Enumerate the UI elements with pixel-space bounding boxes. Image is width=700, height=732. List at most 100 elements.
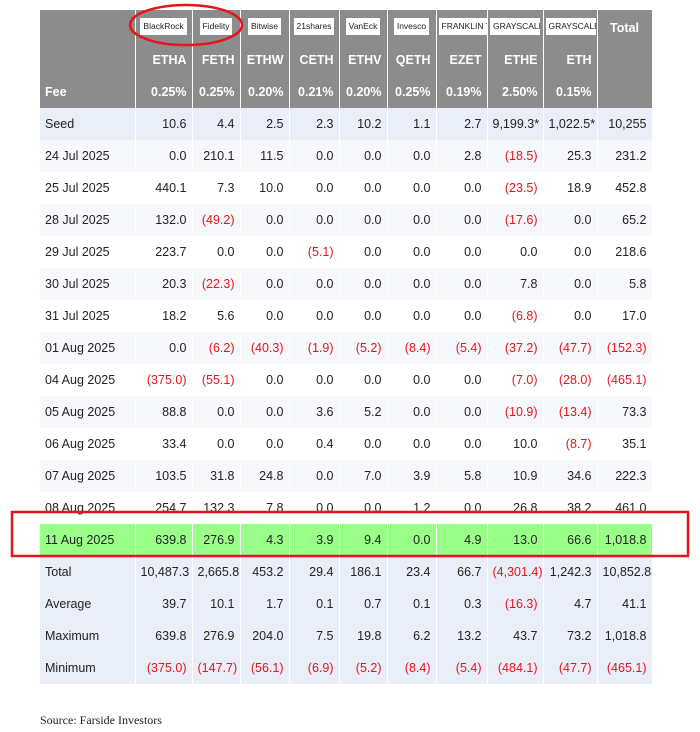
flow-value: 0.0	[289, 492, 340, 524]
flow-value: 0.0	[289, 172, 340, 204]
flow-value: 103.5	[135, 460, 193, 492]
flow-value: 210.1	[192, 140, 241, 172]
logo-cell: GRAYSCALE	[543, 10, 598, 45]
flow-value: 2.7	[436, 108, 488, 140]
flow-value: 33.4	[135, 428, 193, 460]
flow-value: 3.9	[289, 524, 340, 556]
flow-value: 0.0	[436, 204, 488, 236]
row-label: 25 Jul 2025	[40, 172, 136, 204]
data-row: 25 Jul 2025 440.1 7.3 10.0 0.0 0.0 0.0 0.0 (23.5…	[40, 172, 653, 204]
flow-value: 7.0	[339, 460, 388, 492]
row-label: 06 Aug 2025	[40, 428, 136, 460]
row-label: 05 Aug 2025	[40, 396, 136, 428]
data-row: 29 Jul 2025 223.7 0.0 0.0 (5.1) 0.0 0.0 0.0 0.0 0…	[40, 236, 653, 268]
flow-value: 29.4	[289, 556, 340, 588]
flow-value: (465.1)	[597, 652, 653, 684]
data-row: 05 Aug 2025 88.8 0.0 0.0 3.6 5.2 0.0 0.0 (10.9)(…	[40, 396, 653, 428]
flow-value: 10.1	[192, 588, 241, 620]
data-row: 28 Jul 2025 132.0 (49.2) 0.0 0.0 0.0 0.0 0.0 (17…	[40, 204, 653, 236]
flow-value: 5.8	[436, 460, 488, 492]
flow-value: 4.4	[192, 108, 241, 140]
logo-cell: GRAYSCALE	[487, 10, 544, 45]
flow-value: (47.7)	[543, 332, 598, 364]
issuer-logo: Invesco	[393, 17, 430, 35]
flow-value: 0.0	[192, 428, 241, 460]
data-row: Maximum 639.8 276.9 204.0 7.5 19.8 6.2 13.2 43.7…	[40, 620, 653, 652]
flow-value: 132.0	[135, 204, 193, 236]
ticker: EZET	[436, 45, 488, 75]
flow-value: 0.0	[240, 268, 290, 300]
total-header: Total	[610, 20, 639, 35]
fee-value: 0.21%	[289, 75, 340, 108]
data-row: 06 Aug 2025 33.4 0.0 0.0 0.4 0.0 0.0 0.0 10.0 (8.…	[40, 428, 653, 460]
issuer-logo: Fidelity	[199, 17, 233, 35]
flow-value: 222.3	[597, 460, 653, 492]
flow-value: 10.2	[339, 108, 388, 140]
issuer-logo: FRANKLIN TEMPLETON	[438, 17, 486, 35]
flow-value: 132.3	[192, 492, 241, 524]
flow-value: (5.2)	[339, 652, 388, 684]
flow-value: 11.5	[240, 140, 290, 172]
flow-value: 4.3	[240, 524, 290, 556]
data-row: 07 Aug 2025 103.5 31.8 24.8 0.0 7.0 3.9 5.8 10.9…	[40, 460, 653, 492]
flow-value: 88.8	[135, 396, 193, 428]
flow-value: 461.0	[597, 492, 653, 524]
flow-value: (7.0)	[487, 364, 544, 396]
flow-value: 0.0	[387, 236, 437, 268]
flow-value: 20.3	[135, 268, 193, 300]
flow-value: 1.1	[387, 108, 437, 140]
flow-value: (8.4)	[387, 332, 437, 364]
flow-value: 26.8	[487, 492, 544, 524]
flow-value: 639.8	[135, 524, 193, 556]
flow-value: 18.9	[543, 172, 598, 204]
logo-cell: Invesco	[387, 10, 437, 45]
flow-value: 0.0	[339, 428, 388, 460]
flow-value: 6.2	[387, 620, 437, 652]
data-row: Total 10,487.3 2,665.8 453.2 29.4 186.1 23.4 66…	[40, 556, 653, 588]
flow-value: 0.0	[339, 204, 388, 236]
blank-cell	[40, 45, 136, 75]
fee-label: Fee	[40, 75, 136, 108]
flow-value: 0.0	[339, 140, 388, 172]
fee-value: 0.19%	[436, 75, 488, 108]
data-row: Minimum (375.0) (147.7) (56.1) (6.9) (5.2) (8.…	[40, 652, 653, 684]
logo-cell: Total	[597, 10, 653, 45]
flow-value: (147.7)	[192, 652, 241, 684]
source-note: Source: Farside Investors	[40, 713, 162, 727]
flow-value: 0.0	[289, 204, 340, 236]
flow-value: 18.2	[135, 300, 193, 332]
flow-value: 7.8	[240, 492, 290, 524]
flow-value: (13.4)	[543, 396, 598, 428]
flow-value: 0.0	[289, 364, 340, 396]
flow-value: (10.9)	[487, 396, 544, 428]
logo-cell: 21shares	[289, 10, 340, 45]
flow-value: 10,255	[597, 108, 653, 140]
flow-value: 0.0	[339, 268, 388, 300]
fee-value: 0.25%	[135, 75, 193, 108]
flow-value: 41.1	[597, 588, 653, 620]
ticker: ETHV	[339, 45, 388, 75]
flow-value: 0.1	[387, 588, 437, 620]
fee-value: 0.25%	[387, 75, 437, 108]
flow-value: 0.0	[543, 236, 598, 268]
flow-value: 66.7	[436, 556, 488, 588]
flow-value: 1.2	[387, 492, 437, 524]
flow-value: (18.5)	[487, 140, 544, 172]
flow-value: 204.0	[240, 620, 290, 652]
ticker: QETH	[387, 45, 437, 75]
flow-value: 0.0	[339, 236, 388, 268]
fee-value: 2.50%	[487, 75, 544, 108]
flow-value: 0.0	[387, 300, 437, 332]
flow-value: 0.0	[387, 140, 437, 172]
flow-value: 10.6	[135, 108, 193, 140]
flow-value: 0.0	[436, 364, 488, 396]
row-label: Average	[40, 588, 136, 620]
flow-value: 13.0	[487, 524, 544, 556]
flow-value: 10.0	[240, 172, 290, 204]
row-label: 11 Aug 2025	[40, 524, 136, 556]
flow-value: 19.8	[339, 620, 388, 652]
fee-value: 0.20%	[240, 75, 290, 108]
flow-value: 1,242.3	[543, 556, 598, 588]
data-row: 01 Aug 2025 0.0 (6.2) (40.3) (1.9) (5.2) (8.4)…	[40, 332, 653, 364]
data-row: Seed 10.6 4.4 2.5 2.3 10.2 1.1 2.7 9,199.3* 1,022…	[40, 108, 653, 140]
